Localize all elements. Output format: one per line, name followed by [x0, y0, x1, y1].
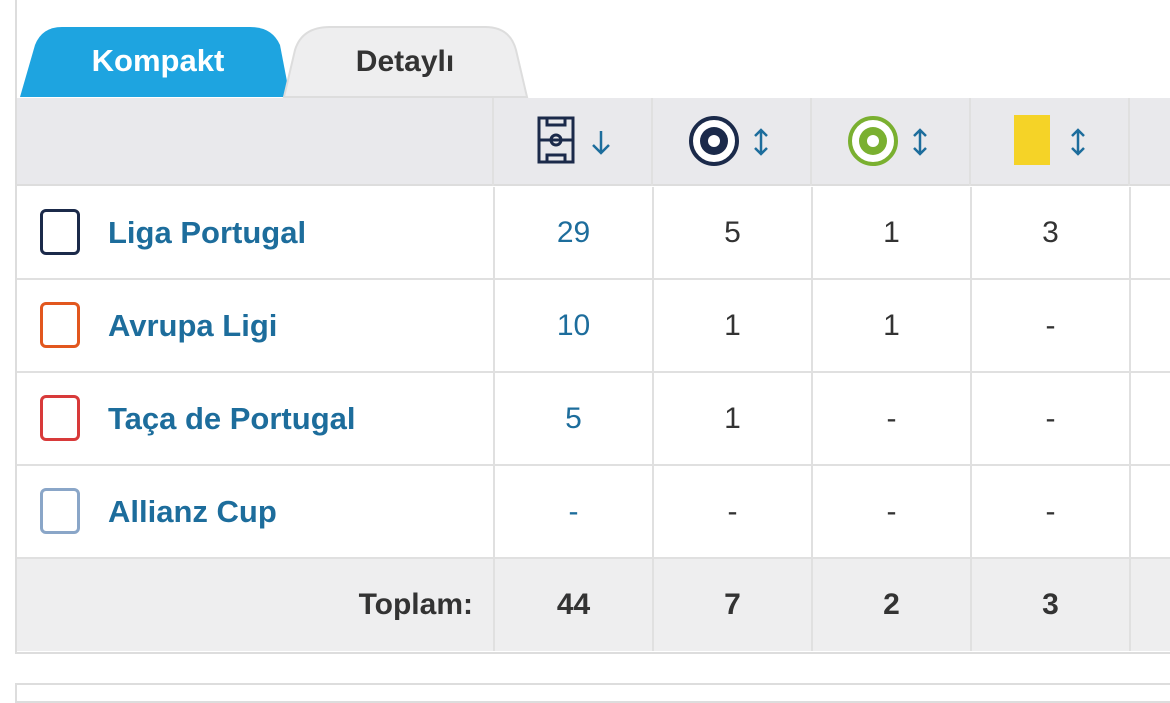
yellow-card-icon — [1014, 115, 1050, 165]
competition-name[interactable]: Liga Portugal — [108, 214, 307, 250]
stat-cell: - — [727, 494, 738, 528]
goals-icon — [689, 116, 739, 166]
row-divider — [17, 278, 1170, 280]
row-bg — [17, 373, 1170, 464]
stat-cell: 3 — [1042, 215, 1059, 249]
appearances-icon — [537, 116, 575, 164]
tabs: Kompakt Detaylı — [20, 26, 529, 98]
outer-frame — [15, 0, 1170, 654]
sort-arrow[interactable] — [754, 128, 768, 156]
stat-cell[interactable]: 29 — [556, 215, 591, 249]
column-divider — [652, 187, 654, 651]
stat-cell: - — [886, 494, 897, 528]
competition-logo — [40, 488, 80, 534]
competition-logo — [40, 395, 80, 441]
stat-cell: 1 — [883, 215, 900, 249]
tab[interactable]: Kompakt — [92, 43, 225, 78]
stat-cell[interactable]: 10 — [556, 308, 591, 342]
stat-cell[interactable]: 5 — [565, 401, 582, 435]
table-header — [17, 98, 1170, 186]
row-divider — [17, 557, 1170, 559]
stat-cell: 1 — [724, 401, 741, 435]
column-divider — [970, 187, 972, 651]
footer-cell: 7 — [724, 588, 741, 621]
stat-cell: - — [1045, 308, 1056, 342]
footer-cell: 3 — [1042, 588, 1059, 621]
footer-cell: 44 — [556, 588, 591, 621]
competition-logo — [40, 302, 80, 348]
column-divider — [1129, 187, 1131, 651]
footer-label: Toplam: — [358, 588, 473, 621]
tab-shape — [282, 26, 529, 98]
stat-cell: - — [1045, 401, 1056, 435]
stat-cell: 1 — [724, 308, 741, 342]
footer-bg — [17, 559, 1170, 651]
competition-logo — [40, 209, 80, 255]
row-bg — [17, 187, 1170, 278]
column-divider — [811, 187, 813, 651]
competition-name[interactable]: Taça de Portugal — [108, 400, 356, 436]
row-divider — [17, 464, 1170, 466]
row-bg — [17, 466, 1170, 557]
header-icons — [492, 98, 1130, 186]
stat-cell: 1 — [883, 308, 900, 342]
row-bg — [17, 280, 1170, 371]
stat-cell: - — [886, 401, 897, 435]
competition-name[interactable]: Allianz Cup — [108, 493, 277, 529]
sort-arrow[interactable] — [913, 128, 927, 156]
row-divider — [17, 371, 1170, 373]
footer-cell: 2 — [883, 588, 900, 621]
tab-active-shape — [20, 27, 290, 97]
stat-cell[interactable]: - — [568, 494, 579, 528]
stat-cell: - — [1045, 494, 1056, 528]
sort-arrow[interactable] — [592, 131, 610, 155]
competition-name[interactable]: Avrupa Ligi — [108, 307, 278, 343]
sort-arrow[interactable] — [1071, 128, 1085, 156]
column-divider — [493, 187, 495, 651]
next-panel — [15, 683, 1170, 703]
tab[interactable]: Detaylı — [356, 45, 454, 78]
stat-cell: 5 — [724, 215, 741, 249]
assists-icon — [848, 116, 898, 166]
